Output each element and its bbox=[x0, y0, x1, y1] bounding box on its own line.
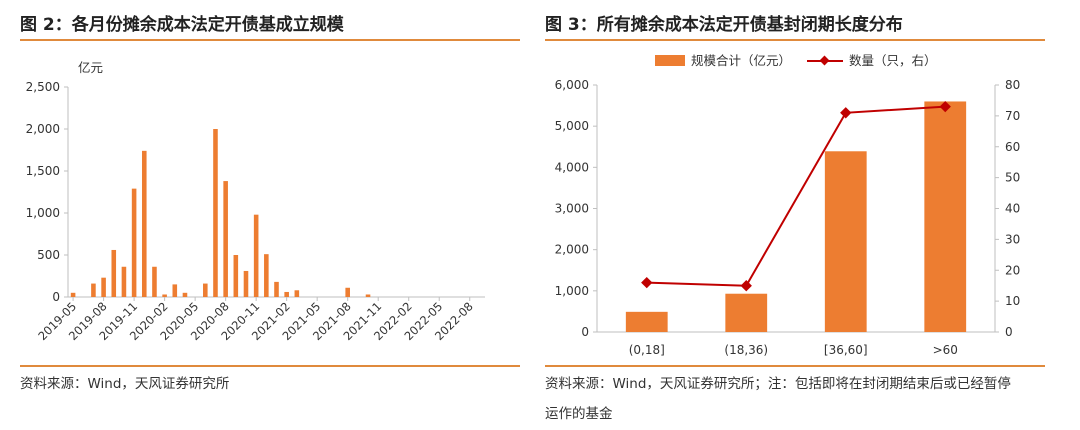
right-title-rule bbox=[545, 39, 1045, 41]
y-tick-label: 2,000 bbox=[26, 122, 60, 136]
bar-2020-11 bbox=[253, 214, 259, 297]
bar-3 bbox=[924, 101, 967, 332]
bar-2019-08 bbox=[101, 277, 106, 297]
y-right-tick-label: 50 bbox=[1005, 171, 1020, 185]
left-title-rule bbox=[20, 39, 520, 41]
left-source-note: 资料来源：Wind，天风证券研究所 bbox=[20, 376, 230, 392]
line-point-0 bbox=[641, 276, 653, 289]
y-right-tick-label: 10 bbox=[1005, 294, 1020, 308]
y-left-tick-label: 1,000 bbox=[555, 284, 589, 298]
line-point-2 bbox=[840, 107, 852, 119]
bar-0 bbox=[625, 311, 668, 332]
bar-2020-04 bbox=[182, 292, 188, 297]
y-tick-label: 500 bbox=[37, 248, 60, 262]
y-left-tick-label: 0 bbox=[581, 325, 589, 339]
bar-2020-07 bbox=[213, 129, 218, 297]
bar-2020-09 bbox=[233, 255, 239, 297]
bar-2019-11 bbox=[131, 188, 137, 297]
bar-2019-07 bbox=[91, 283, 96, 297]
left-bottom-rule bbox=[20, 365, 520, 367]
x-category-label: [36,60] bbox=[824, 343, 868, 357]
line-point-3 bbox=[939, 100, 951, 113]
x-category-label: (18,36) bbox=[724, 343, 768, 357]
y-axis-unit-label: 亿元 bbox=[78, 60, 103, 75]
bar-2020-06 bbox=[203, 283, 208, 297]
bar-1 bbox=[725, 293, 768, 332]
y-left-tick-label: 2,000 bbox=[555, 243, 589, 257]
bar-2021-08 bbox=[345, 287, 350, 297]
monthly-scale-bar-chart: 亿元05001,0001,5002,0002,5002019-052019-08… bbox=[26, 60, 485, 343]
y-tick-label: 2,500 bbox=[26, 80, 60, 94]
y-right-tick-label: 0 bbox=[1005, 325, 1013, 339]
right-bottom-rule bbox=[545, 365, 1045, 367]
y-left-tick-label: 6,000 bbox=[555, 78, 589, 92]
bar-2020-02 bbox=[162, 294, 167, 297]
bar-2019-10 bbox=[121, 266, 127, 297]
y-left-tick-label: 4,000 bbox=[555, 160, 589, 174]
legend-marker-line bbox=[819, 55, 830, 66]
right-figure-panel: 图 3：所有摊余成本法定开债基封闭期长度分布 规模合计（亿元） 数量（只，右） 0 1… bbox=[545, 0, 1045, 430]
right-figure-title: 图 3：所有摊余成本法定开债基封闭期长度分布 bbox=[545, 15, 903, 35]
bar-2 bbox=[824, 151, 867, 332]
bar-2020-01 bbox=[152, 266, 157, 297]
legend-label-bar: 规模合计（亿元） bbox=[691, 53, 791, 68]
y-right-tick-label: 40 bbox=[1005, 202, 1020, 216]
count-line bbox=[646, 105, 946, 287]
bar-2020-03 bbox=[172, 284, 178, 297]
left-figure-panel: 图 2：各月份摊余成本法定开债基成立规模 亿元 0 500 1,000 1,500 2,0… bbox=[20, 0, 520, 430]
y-right-tick-label: 20 bbox=[1005, 263, 1020, 277]
closed-period-distribution-chart: 规模合计（亿元） 数量（只，右） 0 1,000 2,000 3,000 4,000 5,00… bbox=[555, 53, 1021, 357]
right-source-note-line2: 运作的基金 bbox=[545, 406, 613, 422]
bar-2021-10 bbox=[365, 294, 371, 297]
bar-2021-03 bbox=[294, 290, 300, 297]
bar-2021-02 bbox=[284, 291, 289, 297]
y-right-tick-label: 80 bbox=[1005, 78, 1020, 92]
chart-legend: 规模合计（亿元） 数量（只，右） bbox=[655, 53, 937, 68]
y-tick-label: 1,500 bbox=[26, 164, 60, 178]
y-tick-label: 0 bbox=[52, 290, 60, 304]
bar-2019-12 bbox=[141, 150, 147, 297]
y-right-tick-label: 30 bbox=[1005, 232, 1020, 246]
y-right-tick-label: 60 bbox=[1005, 140, 1020, 154]
bar-2020-10 bbox=[243, 270, 249, 297]
legend-label-line: 数量（只，右） bbox=[849, 53, 937, 68]
x-category-label: (0,18] bbox=[629, 343, 665, 357]
bar-2020-12 bbox=[264, 254, 269, 297]
y-left-tick-label: 5,000 bbox=[555, 119, 589, 133]
y-left-tick-label: 3,000 bbox=[555, 202, 589, 216]
bar-2019-09 bbox=[111, 249, 117, 297]
bar-2021-01 bbox=[274, 281, 279, 297]
bar-2019-05 bbox=[70, 292, 76, 297]
x-category-label: >60 bbox=[933, 343, 958, 357]
left-figure-title: 图 2：各月份摊余成本法定开债基成立规模 bbox=[20, 15, 344, 35]
legend-swatch-bar bbox=[655, 55, 685, 66]
y-tick-label: 1,000 bbox=[26, 206, 60, 220]
y-right-tick-label: 70 bbox=[1005, 109, 1020, 123]
line-point-1 bbox=[740, 280, 752, 292]
bar-2020-08 bbox=[223, 181, 228, 297]
right-source-note-line1: 资料来源：Wind，天风证券研究所；注：包括即将在封闭期结束后或已经暂停 bbox=[545, 376, 1011, 392]
